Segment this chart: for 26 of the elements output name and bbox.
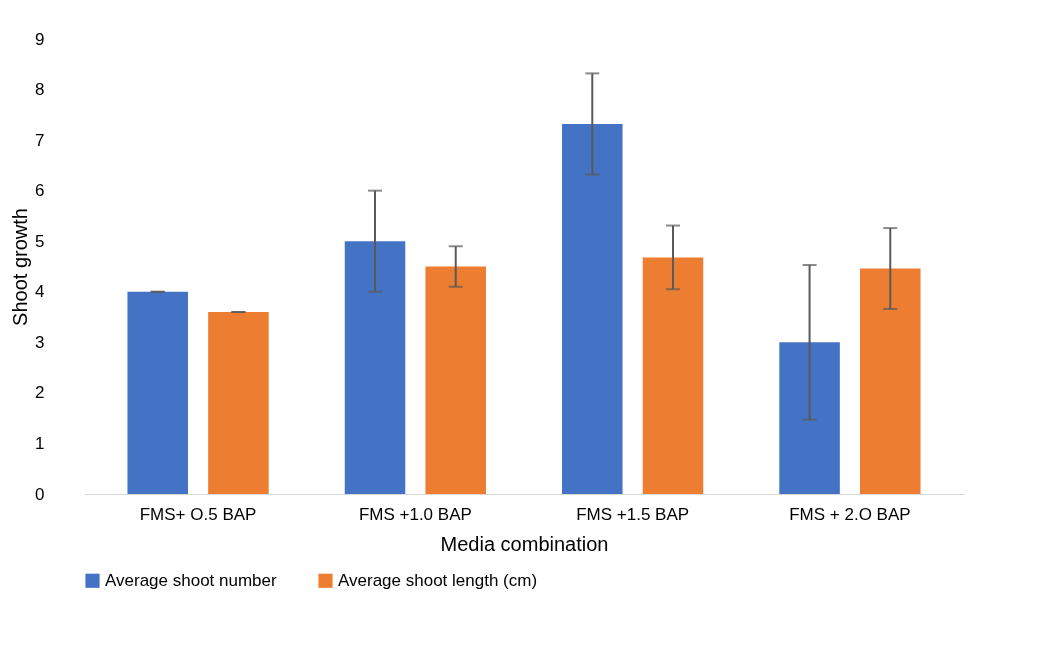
bar: [344, 241, 406, 494]
y-tick-label: 2: [35, 383, 45, 403]
y-tick-label: 9: [35, 29, 45, 49]
bar: [642, 257, 704, 494]
y-axis-title: Shoot growth: [9, 208, 32, 326]
y-tick-label: 1: [35, 433, 45, 453]
y-tick-label: 0: [35, 484, 45, 504]
bar: [779, 342, 840, 494]
x-tick-label: FMS+ O.5 BAP: [139, 504, 257, 524]
legend-label: Average shoot length (cm): [338, 570, 538, 590]
y-tick-label: 6: [35, 181, 45, 201]
y-tick-label: 8: [35, 80, 45, 100]
x-tick-label: FMS +1.5 BAP: [576, 504, 690, 524]
bar: [562, 123, 623, 494]
x-axis-title: Media combination: [440, 532, 609, 555]
x-tick-label: FMS +1.0 BAP: [358, 504, 472, 524]
y-tick-label: 7: [35, 130, 45, 150]
y-tick-label: 3: [35, 332, 45, 352]
y-tick-label: 4: [35, 282, 45, 302]
y-tick-label: 5: [35, 231, 45, 251]
legend-label: Average shoot number: [105, 570, 278, 590]
bar: [860, 268, 921, 494]
x-tick-label: FMS + 2.O BAP: [789, 504, 911, 524]
bar: [425, 266, 486, 494]
bar: [127, 291, 188, 494]
bar: [208, 312, 269, 494]
